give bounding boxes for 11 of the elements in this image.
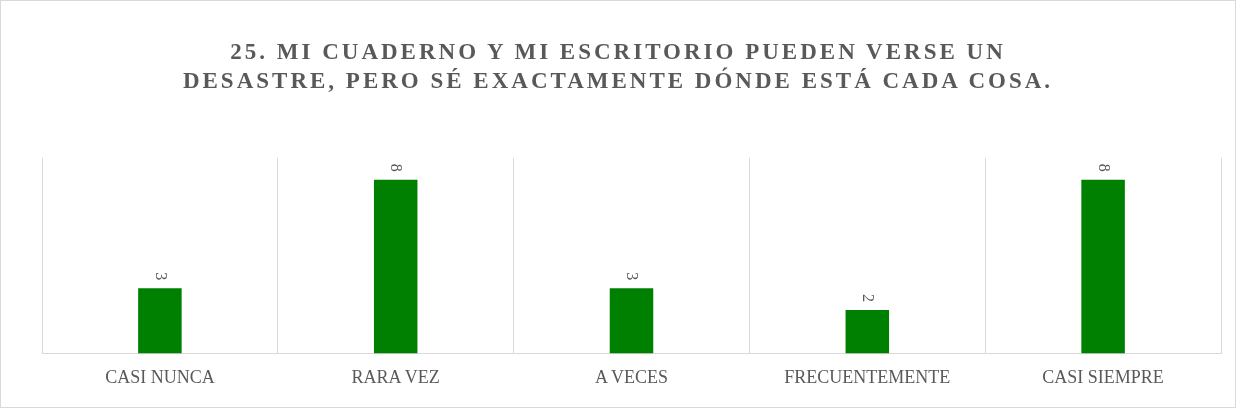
x-tick-label: RARA VEZ <box>351 366 440 387</box>
x-tick-label: CASI SIEMPRE <box>1042 366 1164 387</box>
x-tick-label: A VECES <box>594 366 669 387</box>
data-label: 3 <box>152 272 170 281</box>
x-tick-label: FRECUENTEMENTE <box>784 366 951 387</box>
x-tick-label: CASI NUNCA <box>105 366 215 387</box>
data-label: 8 <box>1095 163 1113 172</box>
data-label: 8 <box>388 163 406 172</box>
data-label: 2 <box>860 293 878 302</box>
data-label: 3 <box>624 272 642 281</box>
chart-title: 25. MI CUADERNO Y MI ESCRITORIO PUEDEN VERSE UN DESASTRE, PERO SÉ EXACTAMENTE DÓNDE ESTÁ CADA COSA. <box>181 38 1055 95</box>
